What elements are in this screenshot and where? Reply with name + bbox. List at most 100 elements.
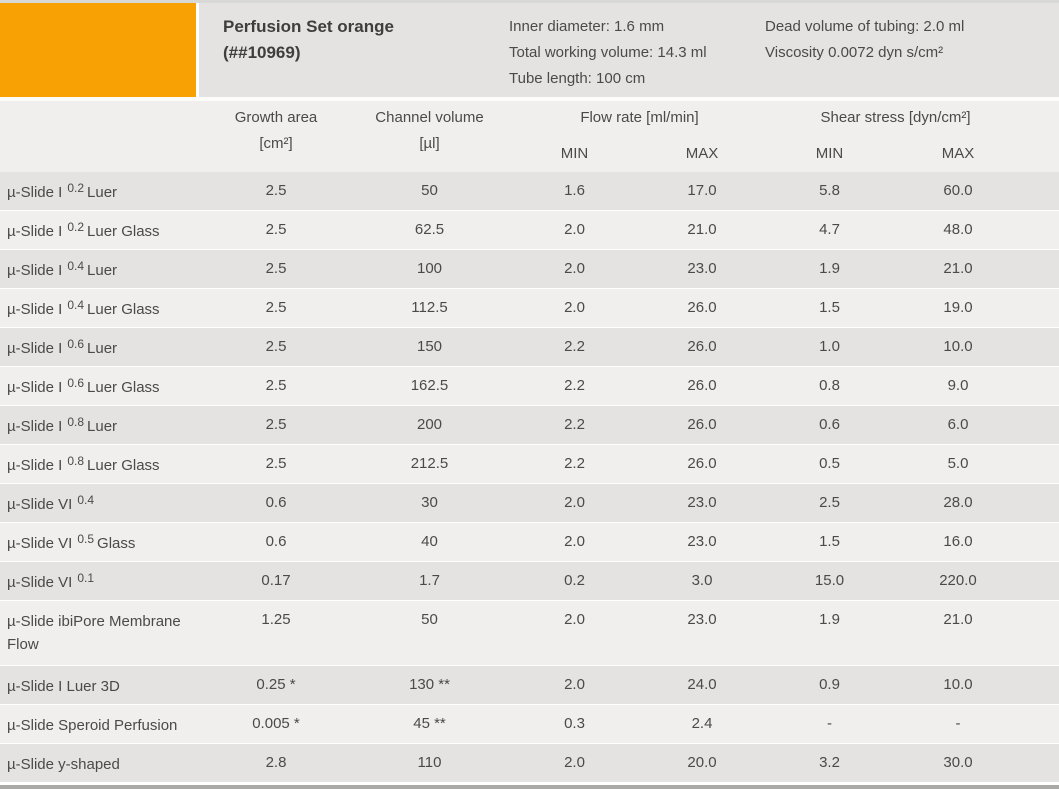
product-name: µ-Slide I 0.2 Luer — [7, 181, 118, 201]
value-cell: 17.0 — [687, 182, 717, 199]
value-cell: 15.0 — [814, 572, 845, 589]
value-cell: 2.2 — [564, 338, 585, 355]
product-name-superscript: 0.6 — [67, 376, 85, 390]
value-cell: 21.0 — [687, 221, 717, 238]
value-cell: 26.0 — [687, 416, 717, 433]
row-right-spacer — [1024, 562, 1059, 600]
value-cell: 212.5 — [410, 455, 449, 472]
value-cell: 2.0 — [564, 260, 585, 277]
product-name-superscript: 0.6 — [67, 337, 85, 351]
col-growth-area-unit: [cm²] — [259, 135, 293, 152]
value-cell: 112.5 — [411, 299, 448, 316]
value-cell: 23.0 — [687, 494, 717, 511]
table-row: µ-Slide I 0.8 Luer 2.5 200 2.2 26.0 0.6 6.0 — [0, 406, 1059, 444]
value-cell: 21.0 — [943, 260, 973, 277]
value-cell: 30 — [421, 494, 438, 511]
product-name-superscript: 0.4 — [67, 298, 85, 312]
value-cell: 4.7 — [819, 221, 840, 238]
value-cell: 3.2 — [819, 754, 840, 771]
row-right-spacer — [1024, 484, 1059, 522]
row-right-spacer — [1024, 250, 1059, 288]
value-cell: 1.25 — [261, 611, 291, 628]
value-cell: 9.0 — [947, 377, 969, 394]
value-cell: 20.0 — [687, 754, 717, 771]
value-cell: 2.5 — [819, 494, 840, 511]
spec-column-1: Inner diameter: 1.6 mm Total working vol… — [509, 14, 707, 92]
value-cell: 0.9 — [819, 676, 840, 693]
value-cell: 2.2 — [564, 416, 585, 433]
value-cell: 45 ** — [413, 715, 446, 732]
table-row: µ-Slide I 0.8 Luer Glass 2.5 212.5 2.2 26.0 0.5… — [0, 445, 1059, 483]
product-name-superscript: 0.8 — [67, 415, 85, 429]
table-row: µ-Slide I 0.2 Luer Glass 2.5 62.5 2.0 21.0 4.7 4… — [0, 211, 1059, 249]
table-row: µ-Slide I 0.4 Luer Glass 2.5 112.5 2.0 26.0 1.5… — [0, 289, 1059, 327]
value-cell: 1.7 — [419, 572, 440, 589]
product-name: µ-Slide I 0.8 Luer — [7, 415, 118, 435]
row-right-spacer — [1024, 523, 1059, 561]
table-row: µ-Slide Speroid Perfusion 0.005 * 45 ** 0.3… — [0, 705, 1059, 743]
value-cell: 60.0 — [943, 182, 973, 199]
header-spacer — [1024, 134, 1059, 164]
header-band: Perfusion Set orange (##10969) Inner dia… — [0, 3, 1059, 97]
product-name: µ-Slide VI 0.1 — [7, 571, 95, 591]
product-name: µ-Slide ibiPore Membrane Flow — [7, 613, 181, 653]
value-cell: 6.0 — [947, 416, 969, 433]
value-cell: 1.9 — [819, 260, 840, 277]
spec-viscosity: Viscosity 0.0072 dyn s/cm² — [765, 44, 944, 61]
value-cell: 2.5 — [265, 299, 287, 316]
table-row: µ-Slide ibiPore Membrane Flow 1.25 50 2.0 23… — [0, 601, 1059, 665]
product-name: µ-Slide Speroid Perfusion — [7, 717, 178, 734]
row-right-spacer — [1024, 601, 1059, 665]
value-cell: 2.4 — [691, 715, 713, 732]
row-right-spacer — [1024, 445, 1059, 483]
product-name-superscript: 0.2 — [67, 220, 85, 234]
table-row: µ-Slide VI 0.1 0.17 1.7 0.2 3.0 15.0 220.0 — [0, 562, 1059, 600]
table-row: µ-Slide VI 0.5 Glass 0.6 40 2.0 23.0 1.5 16.0 — [0, 523, 1059, 561]
col-flow-rate-label: Flow rate [ml/min] — [580, 109, 699, 126]
spec-working-volume: Total working volume: 14.3 ml — [509, 44, 707, 61]
value-cell: 1.6 — [564, 182, 585, 199]
row-right-spacer — [1024, 211, 1059, 249]
value-cell: 1.9 — [819, 611, 840, 628]
value-cell: 2.2 — [564, 377, 585, 394]
spec-tube-length: Tube length: 100 cm — [509, 70, 646, 87]
value-cell: 5.0 — [947, 455, 969, 472]
value-cell: 0.6 — [265, 494, 287, 511]
product-name: µ-Slide y-shaped — [7, 756, 120, 773]
value-cell: 162.5 — [410, 377, 449, 394]
product-name: µ-Slide I 0.4 Luer Glass — [7, 298, 160, 318]
table-header: Growth area Channel volume Flow rate [ml… — [0, 101, 1059, 172]
value-cell: 2.0 — [564, 221, 585, 238]
header-spacer — [0, 108, 205, 128]
value-cell: 1.0 — [819, 338, 840, 355]
product-name: µ-Slide I 0.6 Luer Glass — [7, 376, 160, 396]
table-row: µ-Slide I 0.6 Luer Glass 2.5 162.5 2.2 26.0 0.8… — [0, 367, 1059, 405]
product-name-superscript: 0.1 — [77, 571, 95, 585]
value-cell: 1.5 — [819, 299, 840, 316]
value-cell: 5.8 — [819, 182, 840, 199]
value-cell: 100 — [416, 260, 443, 277]
value-cell: 26.0 — [687, 338, 717, 355]
value-cell: 2.5 — [265, 260, 287, 277]
row-right-spacer — [1024, 666, 1059, 704]
product-name-superscript: 0.4 — [77, 493, 95, 507]
value-cell: 21.0 — [943, 611, 973, 628]
value-cell: 50 — [421, 182, 438, 199]
row-right-spacer — [1024, 328, 1059, 366]
header-table-gap — [0, 97, 1059, 101]
value-cell: 10.0 — [943, 676, 973, 693]
header-info-band: Perfusion Set orange (##10969) Inner dia… — [199, 3, 1059, 97]
value-cell: 0.6 — [819, 416, 840, 433]
table-header-units: [cm²] [µl] MIN MAX MIN MAX — [0, 134, 1059, 164]
table-row: µ-Slide I 0.2 Luer 2.5 50 1.6 17.0 5.8 60.0 — [0, 172, 1059, 210]
col-shear-stress-label: Shear stress [dyn/cm²] — [820, 109, 971, 126]
col-flow-rate-min: MIN — [560, 145, 589, 162]
value-cell: 0.2 — [564, 572, 585, 589]
value-cell: - — [827, 715, 832, 732]
value-cell: 0.6 — [265, 533, 287, 550]
value-cell: 130 ** — [409, 676, 450, 693]
row-right-spacer — [1024, 367, 1059, 405]
value-cell: 2.0 — [564, 754, 585, 771]
value-cell: 26.0 — [687, 377, 717, 394]
